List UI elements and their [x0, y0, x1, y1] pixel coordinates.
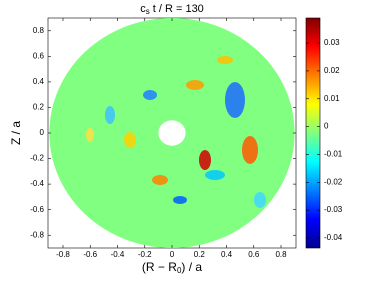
x-tick-label: -0.4 — [111, 250, 125, 259]
chart-title: cs t / R = 130 — [140, 3, 204, 16]
x-tick-label: 0.4 — [221, 250, 233, 259]
x-tick-label: 0.6 — [248, 250, 260, 259]
colorbar-tick-label: -0.03 — [324, 205, 343, 214]
x-axis-label: (R − R0) / a — [142, 260, 202, 275]
field-texture — [86, 56, 266, 208]
x-tick-label: 0.2 — [194, 250, 206, 259]
colorbar-tick-label: -0.02 — [324, 177, 343, 186]
y-tick-label: -0.2 — [30, 154, 44, 163]
y-tick-label: -0.8 — [30, 230, 44, 239]
colorbar-tick-label: 0.02 — [324, 66, 340, 75]
x-tick-label: 0 — [170, 250, 175, 259]
y-tick-label: -0.4 — [30, 179, 44, 188]
x-tick-label: -0.2 — [138, 250, 152, 259]
x-tick-label: -0.8 — [56, 250, 70, 259]
y-axis-label: Z / a — [9, 121, 23, 145]
colorbar-tick-label: 0.01 — [324, 94, 340, 103]
colorbar-tick-label: 0.03 — [324, 38, 340, 47]
colorbar — [305, 17, 321, 249]
x-tick-label: -0.6 — [83, 250, 97, 259]
y-tick-label: 0.2 — [33, 103, 45, 112]
y-tick-label: 0.6 — [33, 51, 45, 60]
colorbar-tick-label: -0.04 — [324, 233, 343, 242]
annulus-field — [49, 17, 295, 248]
y-tick-label: -0.6 — [30, 205, 44, 214]
colorbar-tick-label: -0.01 — [324, 150, 343, 159]
x-tick-label: 0.8 — [275, 250, 287, 259]
colorbar-tick-label: 0 — [324, 122, 329, 131]
y-tick-label: 0.4 — [33, 77, 45, 86]
y-tick-label: 0 — [40, 128, 45, 137]
y-tick-label: 0.8 — [33, 26, 45, 35]
